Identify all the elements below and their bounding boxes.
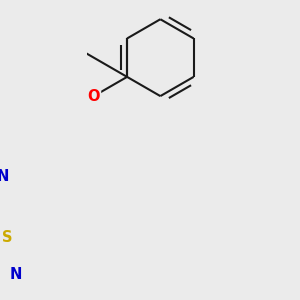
Text: N: N xyxy=(9,267,22,282)
Text: S: S xyxy=(2,230,13,245)
Text: N: N xyxy=(0,169,9,184)
Text: O: O xyxy=(88,88,100,104)
